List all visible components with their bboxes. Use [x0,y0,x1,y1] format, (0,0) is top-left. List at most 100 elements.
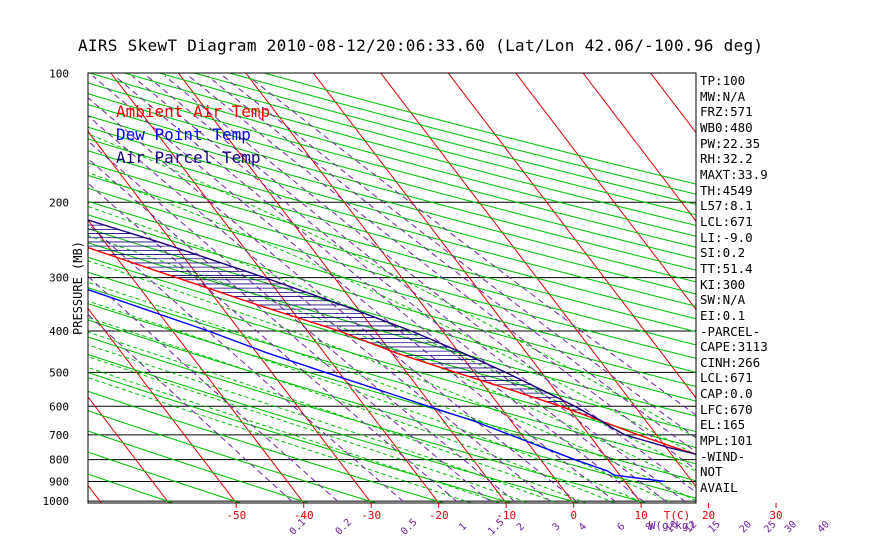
pressure-tick-label: 300 [49,272,69,285]
bottom-temp-label: 30 [769,509,782,522]
mixing-ratio-label: 6 [615,521,627,533]
isotherm-line [245,73,575,503]
stat-line: LI:-9.0 [700,229,753,245]
stat-line: NOT [700,464,723,480]
stat-line: MPL:101 [700,433,753,449]
isotherm-line [0,54,46,519]
stat-line: TH:4549 [700,182,753,198]
mixing-ratio-line [88,182,460,503]
dry-adiabat [88,372,514,503]
isotherm-line [515,73,696,311]
dry-adiabat [88,336,649,503]
dry-adiabat [88,187,696,359]
isotherm-line [88,219,305,503]
legend-item-temperature: Ambient Air Temp [116,102,271,121]
stat-line: TP:100 [700,73,746,88]
pressure-tick-label: 700 [49,429,69,442]
dry-adiabat [88,242,696,417]
isotherm-line [582,73,696,222]
dry-adiabat [88,256,696,433]
dry-adiabat [88,138,696,307]
stats-panel: TP:100 MW:N/A FRZ:571 WB0:480 PW:22.35 RH:32.… [700,73,768,496]
stat-line: CAP:0.0 [700,386,753,402]
mixing-ratio-axis-label: W(g/kg) [649,519,695,532]
mixing-ratio-line [164,75,696,493]
dry-adiabat [88,93,696,260]
legend: Ambient Air Temp Dew Point Temp Air Parc… [116,100,270,169]
moist-adiabat [88,205,696,472]
bottom-temp-label: -20 [429,509,449,522]
moist-adiabat [88,331,588,503]
mixing-ratio-line [88,140,518,503]
mixing-ratio-line [88,223,406,503]
moist-adiabat [88,133,696,439]
dry-adiabat [88,174,696,346]
pressure-tick-label: 1000 [43,495,70,508]
dry-adiabat [88,353,581,503]
mixing-ratio-line [188,75,696,471]
stat-line: AVAIL [700,480,738,496]
pressure-tick-label: 600 [49,400,69,413]
dry-adiabat [157,73,696,216]
pressure-tick-label: 800 [49,454,69,467]
stat-line: KI:300 [700,276,746,292]
moist-adiabat [88,344,559,503]
dry-adiabat [88,303,696,482]
dry-adiabat [88,319,696,499]
stat-line: -PARCEL- [700,323,761,339]
isotherm-line [110,73,440,503]
dry-adiabat [88,82,696,248]
mixing-ratio-label: 4 [577,521,589,533]
mixing-ratio-line [146,75,688,503]
dewpoint-profile [88,288,666,483]
bottom-temp-label: -10 [496,509,516,522]
mixing-ratio-line [207,75,696,453]
isotherm-line [649,73,696,134]
bottom-temp-label: 0 [570,509,577,522]
stat-line: LCL:671 [700,370,753,386]
x-axis-label: T(C) [664,509,691,522]
stat-line: RH:32.2 [700,151,753,167]
mixing-ratio-label: 0.2 [334,517,355,538]
chart-title: AIRS SkewT Diagram 2010-08-12/20:06:33.6… [78,36,764,55]
bottom-temp-label: -40 [294,509,314,522]
stat-line: LFC:670 [700,401,753,417]
isotherm-line [177,73,507,503]
stat-line: L57:8.1 [700,198,753,214]
stat-line: SW:N/A [700,292,746,308]
pressure-tick-label: 500 [49,366,69,379]
isotherm-line [88,307,237,503]
mixing-ratio-label: 40 [816,519,832,535]
bottom-temp-label: -50 [226,509,246,522]
dry-adiabat [88,271,696,448]
moist-adiabat [88,281,674,503]
dry-adiabat [88,162,696,333]
dry-adiabat [262,73,696,185]
dry-adiabat [192,73,696,205]
plot-area [0,54,696,519]
stat-line: EL:165 [700,417,746,433]
stat-line: CINH:266 [700,354,761,370]
dry-adiabat [88,150,696,320]
stat-line: LCL:671 [700,213,753,229]
mixing-ratio-label: 1 [457,521,469,533]
dry-adiabat [122,73,696,226]
dry-adiabat [227,73,696,195]
moist-adiabat [88,316,617,503]
dry-adiabat [88,287,696,465]
mixing-ratio-label: 30 [783,519,799,535]
bottom-temp-label: 10 [634,509,647,522]
y-axis-label: PRESSURE (MB) [71,241,85,335]
stat-line: FRZ:571 [700,104,753,120]
bottom-temp-label: -30 [361,509,381,522]
isotherm-line [88,396,170,503]
stat-line: CAPE:3113 [700,339,768,355]
pressure-tick-label: 900 [49,476,69,489]
pressure-tick-label: 100 [49,68,69,81]
legend-item-parcel: Air Parcel Temp [116,148,261,167]
mixing-ratio-label: 20 [738,519,754,535]
stat-line: EI:0.1 [700,307,746,323]
parcel-profile [88,219,696,455]
mixing-ratio-line [247,75,696,416]
